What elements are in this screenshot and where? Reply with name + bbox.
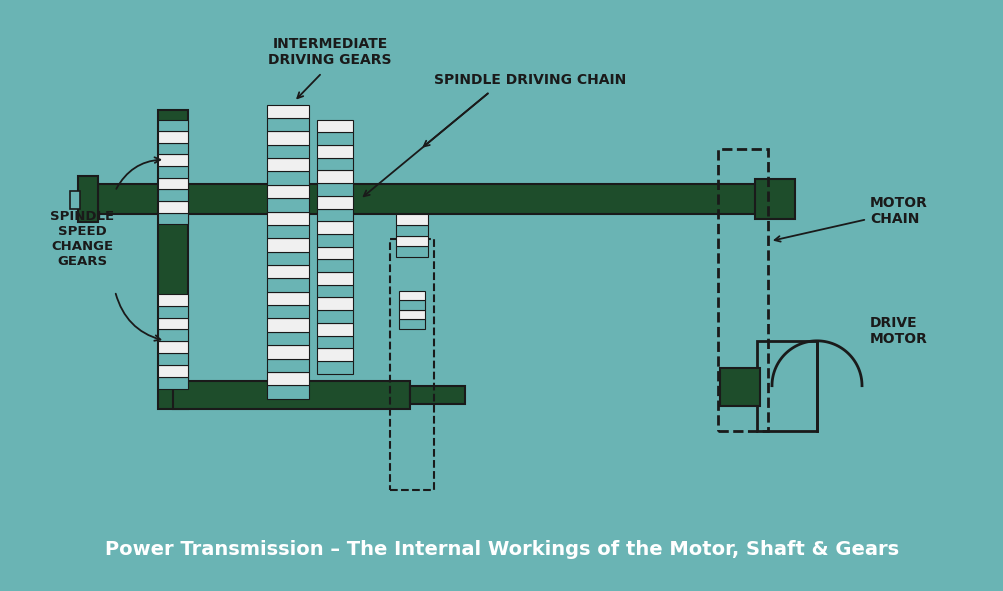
Bar	[398, 291, 424, 300]
Bar	[267, 131, 309, 145]
Bar	[157, 166, 188, 178]
Bar	[157, 342, 188, 353]
Bar	[267, 171, 309, 185]
Bar	[398, 319, 424, 329]
Bar	[395, 215, 427, 225]
Bar	[267, 212, 309, 225]
Bar	[717, 150, 767, 430]
Bar	[267, 359, 309, 372]
Bar	[719, 368, 759, 405]
Bar	[157, 189, 188, 201]
Bar	[267, 158, 309, 171]
Bar	[173, 381, 409, 408]
Bar	[267, 145, 309, 158]
Bar	[317, 259, 353, 272]
Bar	[317, 170, 353, 183]
Bar	[170, 184, 764, 215]
Bar	[267, 385, 309, 399]
Text: SPINDLE
SPEED
CHANGE
GEARS: SPINDLE SPEED CHANGE GEARS	[50, 210, 114, 268]
Bar	[756, 341, 816, 430]
Bar	[267, 319, 309, 332]
Bar	[267, 305, 309, 319]
Bar	[157, 294, 188, 306]
Bar	[317, 145, 353, 158]
Bar	[317, 285, 353, 297]
Text: DRIVE
MOTOR: DRIVE MOTOR	[870, 316, 927, 346]
Bar	[267, 265, 309, 278]
Bar	[157, 201, 188, 213]
Bar	[395, 236, 427, 246]
Bar	[317, 336, 353, 348]
Bar	[157, 143, 188, 154]
Bar	[157, 353, 188, 365]
Bar	[157, 119, 188, 131]
Bar	[317, 297, 353, 310]
Bar	[267, 225, 309, 238]
Bar	[317, 234, 353, 246]
Bar	[78, 176, 98, 222]
Bar	[267, 372, 309, 385]
Bar	[317, 221, 353, 234]
Bar	[267, 332, 309, 345]
Bar	[157, 154, 188, 166]
Bar	[389, 239, 433, 491]
Bar	[267, 292, 309, 305]
Bar	[157, 318, 188, 330]
Bar	[317, 209, 353, 221]
Bar	[157, 213, 188, 224]
Bar	[267, 105, 309, 118]
Text: Power Transmission – The Internal Workings of the Motor, Shaft & Gears: Power Transmission – The Internal Workin…	[105, 540, 898, 559]
Bar	[398, 300, 424, 310]
Bar	[267, 238, 309, 252]
Bar	[754, 180, 794, 219]
Text: MOTOR
CHAIN: MOTOR CHAIN	[870, 196, 927, 226]
Bar	[157, 365, 188, 377]
Bar	[317, 348, 353, 361]
Bar	[317, 310, 353, 323]
Bar	[157, 109, 188, 408]
Bar	[395, 225, 427, 236]
Bar	[157, 306, 188, 318]
Bar	[317, 272, 353, 285]
Text: SPINDLE DRIVING CHAIN: SPINDLE DRIVING CHAIN	[433, 73, 626, 87]
Bar	[157, 377, 188, 389]
Bar	[317, 323, 353, 336]
Text: INTERMEDIATE
DRIVING GEARS: INTERMEDIATE DRIVING GEARS	[268, 37, 391, 67]
Bar	[317, 158, 353, 170]
Bar	[267, 185, 309, 198]
Bar	[317, 361, 353, 374]
Bar	[317, 132, 353, 145]
Bar	[317, 246, 353, 259]
Bar	[267, 118, 309, 131]
Bar	[157, 131, 188, 143]
Bar	[95, 184, 157, 215]
Bar	[317, 196, 353, 209]
Bar	[317, 183, 353, 196]
Bar	[395, 246, 427, 257]
Bar	[398, 310, 424, 319]
Bar	[317, 119, 353, 132]
Bar	[409, 386, 464, 404]
Bar	[267, 278, 309, 292]
Bar	[267, 252, 309, 265]
Bar	[157, 330, 188, 342]
Bar	[157, 178, 188, 189]
Bar	[267, 345, 309, 359]
Bar	[267, 198, 309, 212]
Bar	[70, 191, 80, 209]
